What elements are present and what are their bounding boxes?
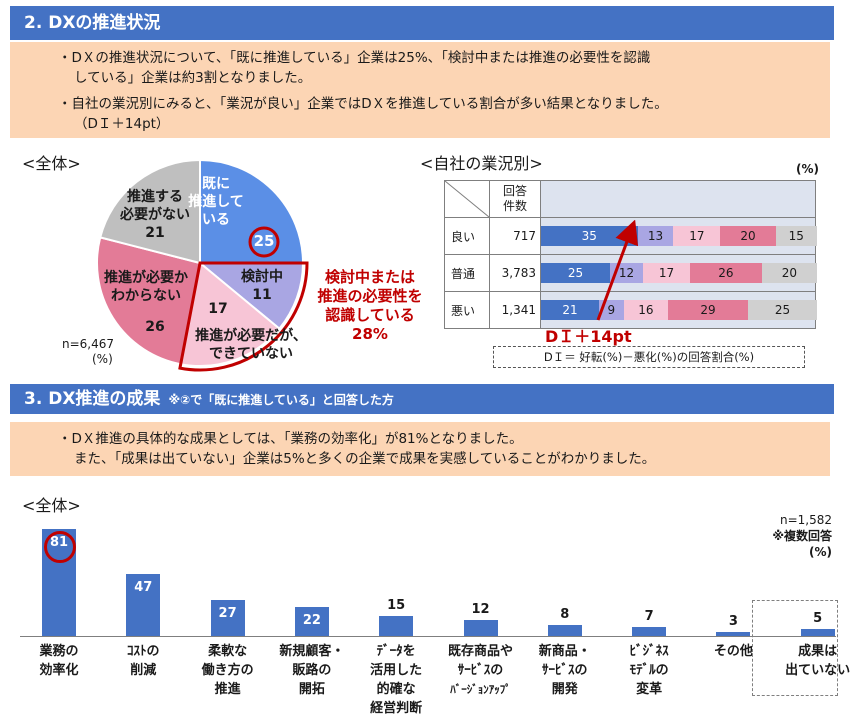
business-status-table: 回答 件数 良い 717 35 13 17 20 15 普通 3,783 25 12 17 26 20 悪い… — [444, 180, 817, 329]
stacked-bar-segment: 16 — [623, 300, 668, 320]
callout-considering-28: 検討中または 推進の必要性を 認識している 28% — [317, 268, 423, 343]
stacked-bar-segment: 29 — [667, 300, 748, 320]
dx-status-pie-chart — [96, 158, 309, 372]
overall-label-2: <全体> — [22, 496, 81, 515]
stacked-bar-segment: 15 — [775, 226, 817, 246]
stacked-bar-segment: 17 — [643, 263, 691, 283]
bar-value-label: 22 — [302, 613, 321, 628]
di-formula: DＩ＝ 好転(%)－悪化(%)の回答割合(%) — [493, 346, 805, 368]
section2-title: 2. DXの推進状況 — [24, 13, 161, 33]
section3-notes: ・DＸ推進の具体的な成果としては、「業務の効率化」が81%となりました。 また、… — [10, 422, 830, 476]
overall-label: <全体> — [22, 154, 81, 173]
table-row: 良い 717 35 13 17 20 15 — [444, 217, 817, 255]
bar-category-label: 業務の 効率化 — [39, 644, 79, 678]
pie-label-not-needed: 推進する 必要がない 21 — [120, 189, 190, 241]
bar — [379, 616, 414, 636]
bar-value-label: 8 — [560, 607, 570, 623]
row-response-count: 717 — [489, 217, 541, 255]
pie-label-promoting: 既に 推進して いる — [188, 176, 244, 228]
stacked-bar-segment: 20 — [761, 263, 817, 283]
stacked-bar-segment: 25 — [541, 263, 610, 283]
note1-line1: ・DＸの推進状況について、「既に推進している」企業は25%、「検討中または推進の… — [58, 50, 651, 66]
stacked-bar-segment: 21 — [541, 300, 599, 320]
row-response-count: 3,783 — [489, 254, 541, 292]
pie-highlight-circle — [248, 226, 280, 258]
bar-category-label: 新規顧客・ 販路の 開拓 — [279, 644, 345, 697]
table-corner-cell — [444, 180, 490, 218]
pie-label-considering: 検討中 11 — [241, 269, 283, 303]
bar-value-label: 47 — [134, 580, 153, 596]
bar-category-label: ﾃﾞｰﾀを 活用した 的確な 経営判断 — [370, 644, 423, 716]
bar-value-label: 3 — [728, 614, 738, 630]
bar — [126, 574, 161, 636]
stacked-bar-segment: 26 — [690, 263, 762, 283]
considering-highlight-outline — [178, 261, 309, 372]
row-bar-cell: 35 13 17 20 15 — [540, 217, 817, 255]
pie-n-label: n=6,467 — [62, 337, 115, 351]
bar — [632, 626, 667, 636]
row-status-label: 普通 — [444, 254, 490, 292]
stacked-bar-segment: 17 — [673, 226, 721, 246]
section3-title: 3. DX推進の成果 — [24, 389, 161, 409]
section3-header: 3. DX推進の成果 ※②で「既に推進している」と回答した方 — [10, 384, 834, 414]
table-row: 悪い 1,341 21 9 16 29 25 — [444, 291, 817, 329]
stacked-bar-segment: 20 — [720, 226, 776, 246]
section3-note-line2: また、「成果は出ていない」企業は5%と多くの企業で成果を実感していることがわかり… — [74, 451, 656, 467]
bar-category-label: 新商品・ ｻｰﾋﾞｽの 開発 — [538, 644, 591, 697]
pie-label-unknown: 推進が必要か わからない — [104, 270, 188, 304]
bar-chart-axis — [20, 636, 836, 637]
bar-value-label: 12 — [471, 602, 490, 618]
row-response-count: 1,341 — [489, 291, 541, 329]
section2-header: 2. DXの推進状況 — [10, 6, 834, 40]
no-results-highlight-box — [752, 600, 838, 696]
pie-unit-label: (%) — [92, 352, 113, 366]
row-status-label: 悪い — [444, 291, 490, 329]
note2-line1: ・自社の業況別にみると、「業況が良い」企業ではDＸを推進している割合が多い結果と… — [58, 96, 668, 112]
stacked-bar-segment: 9 — [598, 300, 624, 320]
pie-label-needed-not-done: 推進が必要だが、 できていない — [195, 328, 307, 362]
note1-line2: している」企業は約3割となりました。 — [74, 70, 312, 86]
bar — [294, 607, 329, 636]
note2-line2: （DＩ＋14pt） — [74, 116, 170, 132]
bar-chart-multi: ※複数回答 — [772, 529, 832, 543]
stacked-bar-segment: 25 — [748, 300, 817, 320]
pie-slice-not-needed — [99, 158, 201, 265]
stacked-bar-segment: 13 — [637, 226, 674, 246]
row-status-label: 良い — [444, 217, 490, 255]
percent-unit: (%) — [796, 162, 819, 176]
bar-category-label: 柔軟な 働き方の 推進 — [201, 644, 254, 697]
by-status-label: <自社の業況別> — [420, 154, 543, 173]
bar — [547, 625, 582, 636]
di-arrow — [596, 220, 639, 321]
bar-value-label: 15 — [387, 598, 406, 614]
table-row: 普通 3,783 25 12 17 26 20 — [444, 254, 817, 292]
bar — [42, 529, 76, 636]
pie-value-unknown: 26 — [145, 319, 165, 335]
bar — [463, 620, 498, 636]
header-bar-area — [540, 180, 816, 218]
bar-value-label: 7 — [644, 608, 654, 624]
bar-chart-n: n=1,582 — [779, 513, 832, 527]
row-bar-cell: 21 9 16 29 25 — [540, 291, 817, 329]
bar-value-label: 27 — [218, 606, 237, 622]
pie-slice-needed-not-done — [179, 261, 281, 367]
pie-slice-unknown — [96, 236, 202, 366]
section3-subtitle: ※②で「既に推進している」と回答した方 — [168, 393, 394, 407]
bar-chart-meta: n=1,582 ※複数回答 (%) — [760, 512, 832, 560]
stacked-bar-segment: 35 — [541, 226, 638, 246]
section2-notes: ・DＸの推進状況について、「既に推進している」企業は25%、「検討中または推進の… — [10, 42, 830, 138]
bar — [210, 600, 245, 636]
bar-category-label: ﾋﾞｼﾞﾈｽ ﾓﾃﾞﾙの 変革 — [629, 644, 669, 697]
bar-value-label: 81 — [49, 535, 69, 551]
row-bar-cell: 25 12 17 26 20 — [540, 254, 817, 292]
pie-value-needed-not-done: 17 — [208, 301, 228, 317]
bar-category-label: 既存商品や ｻｰﾋﾞｽの ﾊﾞｰｼﾞｮﾝｱｯﾌﾟ — [447, 644, 513, 696]
section3-note-line1: ・DＸ推進の具体的な成果としては、「業務の効率化」が81%となりました。 — [58, 431, 523, 447]
header-count: 回答 件数 — [489, 180, 541, 218]
bar-category-label: ｺｽﾄの 削減 — [127, 644, 160, 678]
pie-value-promoting: 25 — [253, 232, 275, 250]
bar-highlight-circle — [44, 531, 76, 564]
bar-chart-unit: (%) — [809, 545, 832, 559]
di-label: DＩ＋14pt — [545, 327, 632, 346]
